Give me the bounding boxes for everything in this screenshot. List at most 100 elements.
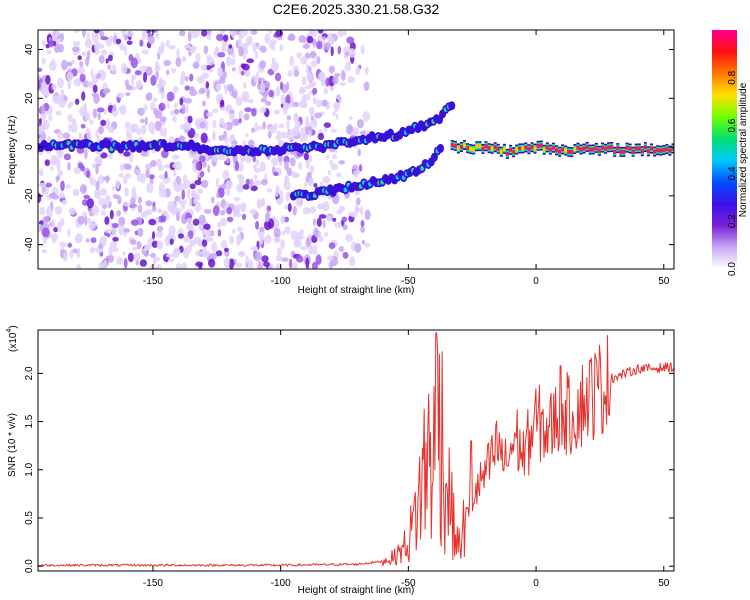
spectrogram-noise-cell [56,77,64,89]
spectrogram-noise-cell [304,116,310,127]
spectrogram-noise-cell [192,218,200,226]
spectrogram-noise-cell [63,153,72,161]
spectrogram-ridge-cell [551,145,555,150]
spectrogram-noise-cell [107,54,113,62]
spectrogram-x-axis-label: Height of straight line (km) [298,285,415,296]
spectrogram-ridge-cell [588,147,592,152]
spectrogram-noise-cell [316,56,321,65]
spectrogram-noise-cell [232,205,241,216]
spectrogram-noise-cell [308,106,315,116]
spectrogram-ridge-cell [530,145,534,150]
spectrogram-ridge-cell [579,147,583,152]
spectrogram-noise-cell [304,181,308,188]
spectrogram-noise-cell [244,70,251,78]
spectrogram-noise-cell [261,255,269,263]
spectrogram-noise-cell [55,176,59,183]
spectrogram-noise-cell [122,30,127,36]
spectrogram-noise-cell [284,226,291,235]
spectrogram-noise-cell [126,40,133,46]
spectrogram-ridge-cell [554,148,558,153]
spectrogram-noise-cell [39,224,44,231]
spectrogram-noise-cell [244,107,252,113]
spectrogram-noise-cell [324,231,329,238]
spectrogram-noise-cell [312,97,317,105]
spectrogram-ridge-cell [561,147,565,152]
spectrogram-noise-cell [241,202,247,212]
spectrogram-noise-cell [337,45,342,55]
spectrogram-noise-cell [243,113,250,121]
snr-y-tick-label: 0.5 [24,511,35,525]
spectrogram-noise-cell [171,68,176,74]
spectrogram-noise-cell [91,31,99,43]
spectrogram-noise-cell [189,73,194,82]
colorbar-label: Normalized spectral amplitude [738,82,749,217]
spectrogram-noise-cell [316,203,325,210]
spectrogram-ridge-cell [640,149,644,154]
spectrogram-noise-cell [310,50,317,58]
spectrogram-noise-cell [284,176,290,184]
spectrogram-noise-cell [228,258,235,269]
spectrogram-noise-cell [137,227,144,237]
spectrogram-noise-cell [99,30,105,38]
spectrogram-noise-cell [323,127,328,132]
spectrogram-noise-cell [173,102,178,108]
spectrogram-noise-cell [143,104,148,111]
spectrogram-noise-cell [186,217,193,223]
spectrogram-noise-cell [331,154,337,160]
spectrogram-noise-cell [274,109,280,115]
spectrogram-noise-cell [205,65,212,71]
spectrogram-ridge-cell [545,145,549,150]
spectrogram-ridge-cell [496,146,500,151]
spectrogram-noise-cell [130,197,136,205]
spectrogram-noise-cell [54,205,63,215]
spectrogram-noise-cell [77,66,85,75]
spectrogram-noise-cell [276,197,283,206]
spectrogram-noise-cell [222,34,229,42]
spectrogram-noise-cell [102,88,109,95]
spectrogram-noise-cell [159,127,164,137]
spectrogram-noise-cell [41,248,47,254]
spectrogram-noise-cell [348,211,354,217]
spectrogram-noise-cell [154,111,163,119]
spectrogram-noise-cell [311,261,318,269]
spectrogram-noise-cell [107,64,111,71]
spectrogram-noise-cell [51,219,55,230]
spectrogram-noise-cell [42,235,47,245]
spectrogram-noise-cell [38,81,41,90]
spectrogram-noise-cell [179,30,186,37]
spectrogram-ridge-cell [646,149,650,154]
spectrogram-noise-cell [130,203,138,208]
spectrogram-noise-cell [63,251,68,262]
spectrogram-noise-cell [84,38,93,49]
spectrogram-noise-cell [131,186,137,196]
spectrogram-noise-cell [97,134,101,144]
spectrogram-noise-cell [145,93,150,101]
spectrogram-noise-cell [271,157,279,166]
spectrogram-noise-cell [305,175,309,183]
spectrogram-noise-cell [360,220,365,228]
spectrogram-noise-cell [45,182,53,188]
spectrogram-noise-cell [345,233,353,243]
spectrogram-noise-cell [308,66,312,73]
spectrogram-noise-cell [160,116,167,123]
spectrogram-noise-cell [268,125,277,134]
spectrogram-noise-cell [68,207,76,216]
spectrogram-noise-cell [215,250,223,257]
spectrogram-noise-cell [127,252,134,263]
spectrogram-ridge-cell [459,145,463,150]
spectrogram-noise-cell [100,119,107,127]
spectrogram-noise-cell [238,110,244,120]
spectrogram-noise-cell [235,96,243,106]
spectrogram-noise-cell [216,67,224,77]
spectrogram-ridge-cell [622,149,626,154]
spectrogram-noise-cell [137,107,145,116]
spectrogram-noise-cell [44,159,51,167]
spectrogram-noise-cell [327,169,332,176]
spectrogram-noise-cell [98,243,103,249]
spectrogram-noise-cell [168,225,176,237]
spectrogram-noise-cell [160,86,165,93]
spectrogram-noise-cell [336,172,342,177]
spectrogram-noise-cell [123,257,128,269]
spectrogram-noise-cell [165,39,170,48]
spectrogram-noise-cell [56,161,61,172]
